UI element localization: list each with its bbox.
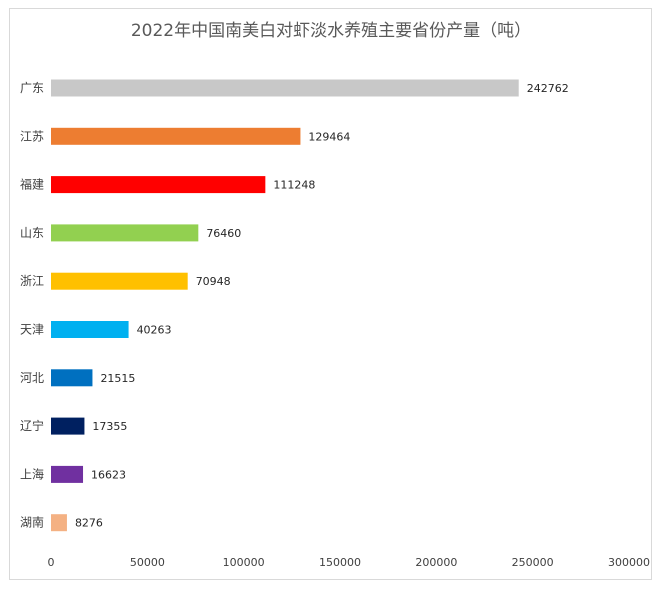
x-tick-label: 100000 xyxy=(223,556,265,569)
category-label: 河北 xyxy=(20,371,44,385)
data-label: 242762 xyxy=(527,82,569,95)
category-label: 天津 xyxy=(20,323,44,337)
data-label: 40263 xyxy=(137,324,172,337)
data-label: 70948 xyxy=(196,275,231,288)
bar xyxy=(51,369,93,387)
data-label: 111248 xyxy=(273,179,315,192)
data-label: 129464 xyxy=(308,130,350,143)
bar xyxy=(51,224,199,242)
category-label: 福建 xyxy=(20,177,44,192)
x-tick-label: 200000 xyxy=(415,556,457,569)
category-label: 江苏 xyxy=(20,129,44,143)
bar xyxy=(51,79,519,97)
x-tick-label: 150000 xyxy=(319,556,361,569)
x-tick-label: 50000 xyxy=(130,556,165,569)
bar xyxy=(51,272,188,290)
bar xyxy=(51,514,67,532)
bar xyxy=(51,321,129,338)
category-label: 湖南 xyxy=(20,515,44,530)
category-label: 辽宁 xyxy=(20,418,44,433)
data-label: 76460 xyxy=(206,227,241,240)
category-label: 山东 xyxy=(20,226,44,240)
chart-title: 2022年中国南美白对虾淡水养殖主要省份产量（吨） xyxy=(130,21,532,41)
data-label: 8276 xyxy=(75,517,103,530)
data-label: 16623 xyxy=(91,468,126,481)
category-label: 广东 xyxy=(20,81,44,95)
data-label: 21515 xyxy=(100,372,135,385)
x-tick-label: 0 xyxy=(48,556,55,569)
bar xyxy=(51,417,85,435)
bar xyxy=(51,176,266,194)
category-label: 浙江 xyxy=(20,274,44,288)
chart-frame xyxy=(9,8,652,580)
x-tick-label: 300000 xyxy=(608,556,650,569)
x-tick-label: 250000 xyxy=(512,556,554,569)
bar xyxy=(51,127,301,145)
bar xyxy=(51,465,84,483)
category-label: 上海 xyxy=(20,466,44,481)
data-label: 17355 xyxy=(92,420,127,433)
